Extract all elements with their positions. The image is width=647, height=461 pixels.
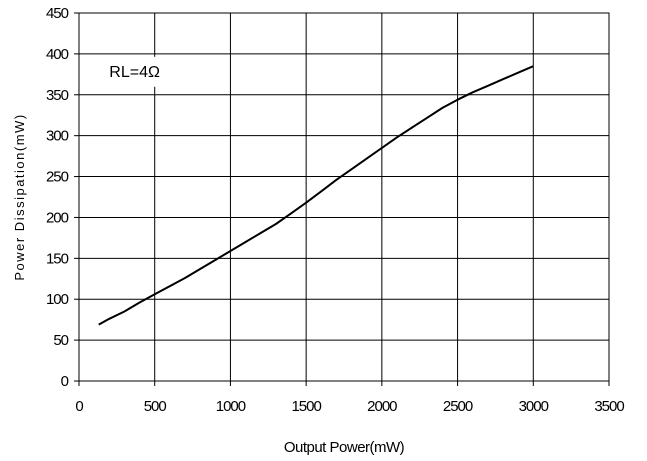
x-axis-title: Output Power(mW) bbox=[284, 439, 405, 456]
y-tick-labels: 0 50 100 150 200 250 300 350 400 450 bbox=[46, 5, 79, 390]
y-tick-label: 150 bbox=[46, 250, 69, 267]
annotation-background bbox=[97, 56, 190, 87]
x-tick-labels: 0 500 1000 1500 2000 2500 3000 3500 bbox=[75, 381, 625, 415]
plot-frame bbox=[78, 12, 610, 382]
x-tick-label: 0 bbox=[75, 398, 83, 415]
x-tick-label: 2500 bbox=[443, 398, 473, 415]
y-tick-label: 200 bbox=[46, 209, 69, 226]
annotation-label: RL=4Ω bbox=[109, 64, 160, 81]
y-tick-label: 50 bbox=[53, 332, 68, 349]
series-line bbox=[98, 65, 534, 326]
x-tick-label: 2000 bbox=[367, 398, 397, 415]
y-tick-label: 250 bbox=[46, 169, 69, 186]
y-axis-title: Power Dissipation(mW) bbox=[12, 113, 27, 280]
y-tick-label: 400 bbox=[46, 46, 69, 63]
grid bbox=[79, 13, 609, 381]
x-tick-label: 500 bbox=[144, 398, 167, 415]
y-tick-label: 450 bbox=[46, 5, 69, 22]
y-tick-label: 0 bbox=[61, 373, 69, 390]
x-tick-label: 3000 bbox=[519, 398, 549, 415]
y-tick-label: 300 bbox=[46, 128, 69, 145]
x-tick-label: 1000 bbox=[216, 398, 246, 415]
series-group bbox=[98, 65, 534, 326]
x-tick-label: 3500 bbox=[594, 398, 624, 415]
annotation-group: RL=4Ω bbox=[97, 56, 190, 87]
y-tick-label: 350 bbox=[46, 87, 69, 104]
y-tick-label: 100 bbox=[46, 291, 69, 308]
x-tick-label: 1500 bbox=[291, 398, 321, 415]
